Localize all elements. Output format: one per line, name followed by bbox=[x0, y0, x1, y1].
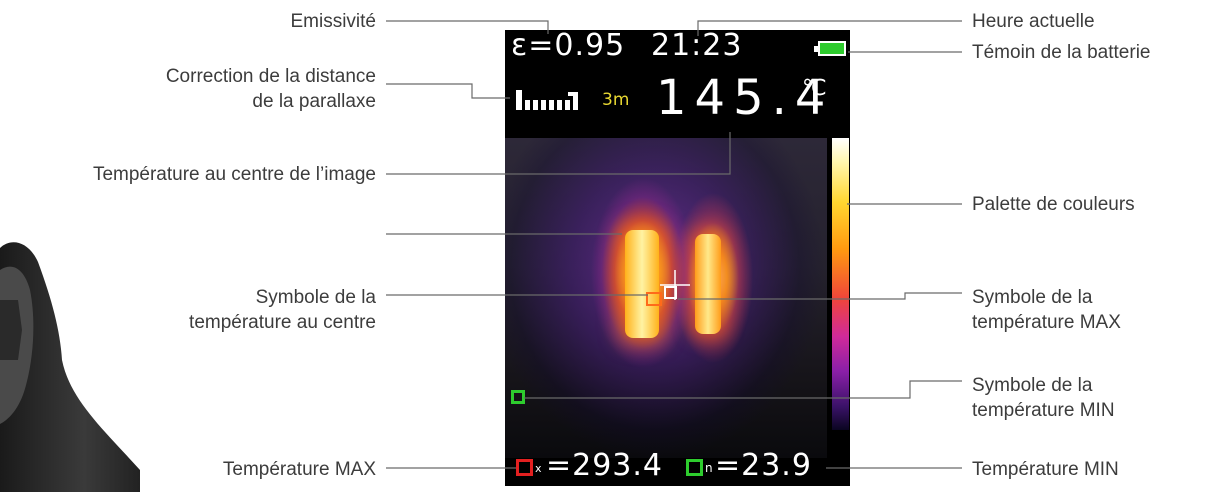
label-parallax-line2: de la parallaxe bbox=[252, 91, 376, 112]
label-max-symbol: Symbole de la température MAX bbox=[972, 285, 1121, 335]
label-parallax-line1: Correction de la distance bbox=[165, 66, 376, 87]
label-current-time: Heure actuelle bbox=[972, 11, 1095, 32]
label-max-symbol-line1: Symbole de la bbox=[972, 287, 1093, 308]
max-temperature-value: =293.4 bbox=[546, 448, 664, 483]
label-center-symbol-line2: température au centre bbox=[189, 312, 376, 333]
temperature-unit: ℃ bbox=[802, 76, 827, 101]
time-value: 21:23 bbox=[651, 30, 743, 63]
label-center-symbol-line1: Symbole de la bbox=[255, 287, 376, 308]
center-temperature-value: 145.4 bbox=[656, 70, 834, 126]
label-center-symbol: Symbole de la température au centre bbox=[189, 285, 376, 335]
distance-value: 3m bbox=[602, 90, 630, 110]
max-suffix: x bbox=[535, 462, 542, 475]
label-emissivity: Emissivité bbox=[290, 11, 376, 32]
min-marker-icon bbox=[686, 459, 703, 476]
label-min-temp: Température MIN bbox=[972, 459, 1119, 480]
label-palette: Palette de couleurs bbox=[972, 194, 1135, 215]
min-suffix: n bbox=[705, 461, 713, 475]
label-min-symbol: Symbole de la température MIN bbox=[972, 373, 1115, 423]
min-temp-symbol bbox=[511, 390, 525, 404]
camera-body-image bbox=[0, 242, 140, 492]
thermal-screen: ε=0.95 21:23 3m 145.4 ℃ x =293.4 n =23.9 bbox=[505, 30, 850, 486]
distance-bars-icon bbox=[516, 90, 578, 110]
hot-spot-left bbox=[625, 230, 659, 338]
battery-tip bbox=[814, 46, 818, 52]
emissivity-value: ε=0.95 bbox=[511, 30, 626, 63]
battery-full-icon bbox=[818, 41, 846, 56]
label-parallax: Correction de la distance de la parallax… bbox=[166, 64, 376, 114]
min-temperature-value: =23.9 bbox=[715, 448, 812, 483]
label-max-temp: Température MAX bbox=[222, 459, 376, 480]
leader-parallax bbox=[386, 83, 510, 99]
max-marker-icon bbox=[516, 459, 533, 476]
label-battery: Témoin de la batterie bbox=[972, 42, 1151, 63]
center-temp-symbol bbox=[646, 292, 662, 306]
label-max-symbol-line2: température MAX bbox=[972, 312, 1121, 333]
hot-spot-right bbox=[695, 234, 721, 334]
color-palette-bar bbox=[832, 138, 849, 430]
label-min-symbol-line2: température MIN bbox=[972, 400, 1115, 421]
max-temp-symbol bbox=[664, 286, 677, 299]
label-center-temp: Température au centre de l’image bbox=[92, 164, 376, 185]
label-min-symbol-line1: Symbole de la bbox=[972, 375, 1093, 396]
